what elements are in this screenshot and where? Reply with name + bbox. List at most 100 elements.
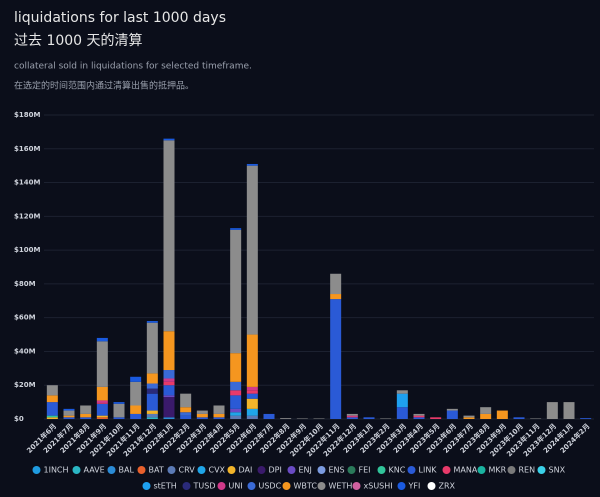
bar-segment bbox=[213, 413, 225, 418]
legend-swatch bbox=[247, 482, 256, 490]
bar-segment bbox=[163, 370, 175, 379]
bar-segment bbox=[46, 385, 58, 396]
legend-swatch bbox=[197, 466, 206, 474]
legend-swatch bbox=[107, 466, 116, 474]
bar-segment bbox=[530, 418, 542, 419]
bar-segment bbox=[563, 402, 575, 419]
legend-swatch bbox=[257, 466, 266, 474]
legend-swatch bbox=[507, 466, 516, 474]
bar-segment bbox=[396, 407, 408, 419]
bar-segment bbox=[396, 393, 408, 408]
bar-segment bbox=[246, 408, 258, 416]
legend-swatch bbox=[377, 466, 386, 474]
bar-segment bbox=[46, 415, 58, 418]
bar-segment bbox=[463, 417, 475, 419]
bar-segment bbox=[246, 334, 258, 387]
legend-swatch bbox=[32, 466, 41, 474]
legend-label: ENS bbox=[329, 466, 345, 475]
y-tick-label: $20M bbox=[14, 381, 36, 389]
bar-segment bbox=[146, 321, 158, 323]
bar-segment bbox=[230, 353, 242, 382]
bar-segment bbox=[180, 415, 192, 419]
bar-segment bbox=[63, 417, 75, 419]
y-tick-label: $40M bbox=[14, 347, 36, 355]
bar-segment bbox=[163, 140, 175, 332]
bar-segment bbox=[113, 402, 125, 404]
bar-segment bbox=[96, 386, 108, 401]
legend-label: DPI bbox=[269, 466, 282, 475]
bar-segment bbox=[230, 381, 242, 391]
legend-label: ENJ bbox=[299, 466, 312, 475]
bar-segment bbox=[446, 410, 458, 419]
bar-segment bbox=[146, 373, 158, 384]
bar-segment bbox=[230, 412, 242, 416]
bar-segment bbox=[313, 418, 325, 419]
bar-segment bbox=[96, 415, 108, 418]
bar-segment bbox=[46, 417, 58, 419]
bar-segment bbox=[163, 381, 175, 386]
legend-label: UNI bbox=[229, 482, 243, 491]
legend-label: KNC bbox=[389, 466, 406, 475]
bar-segment bbox=[96, 341, 108, 387]
legend-label: BAL bbox=[119, 466, 135, 475]
legend-swatch bbox=[142, 482, 151, 490]
legend-swatch bbox=[317, 466, 326, 474]
bar-segment bbox=[263, 413, 275, 419]
legend-swatch bbox=[352, 482, 361, 490]
chart-title: liquidations for last 1000 days bbox=[14, 10, 226, 26]
bar-segment bbox=[396, 390, 408, 394]
bar-segment bbox=[146, 393, 158, 411]
bar-segment bbox=[96, 400, 108, 403]
legend-swatch bbox=[537, 466, 546, 474]
y-tick-label: $180M bbox=[14, 111, 40, 119]
bar-segment bbox=[80, 417, 92, 419]
subtitle-zh: 在选定的时间范围内通过清算出售的抵押品。 bbox=[14, 80, 194, 92]
legend-label: TUSD bbox=[193, 482, 216, 491]
bar-segment bbox=[580, 418, 592, 419]
bar-segment bbox=[180, 407, 192, 413]
bar-segment bbox=[230, 390, 242, 396]
bar-segment bbox=[346, 417, 358, 419]
bar-segment bbox=[430, 417, 442, 419]
bar-segment bbox=[446, 408, 458, 411]
bar-segment bbox=[480, 407, 492, 414]
legend-label: FEI bbox=[359, 466, 371, 475]
bar-segment bbox=[163, 397, 175, 418]
bar-segment bbox=[96, 402, 108, 404]
legend-swatch bbox=[282, 482, 291, 490]
bar-segment bbox=[196, 410, 208, 414]
bar-segment bbox=[163, 395, 175, 398]
bar-segment bbox=[330, 273, 342, 295]
legend-swatch bbox=[317, 482, 326, 490]
bar-segment bbox=[63, 408, 75, 411]
bar-segment bbox=[196, 417, 208, 419]
legend-swatch bbox=[182, 482, 191, 490]
legend-label: WBTC bbox=[294, 482, 318, 491]
bar-segment bbox=[130, 381, 142, 406]
legend-label: 1INCH bbox=[44, 466, 69, 475]
bar-segment bbox=[146, 410, 158, 414]
bar-segment bbox=[180, 412, 192, 416]
legend-label: stETH bbox=[154, 482, 177, 491]
bar-segment bbox=[496, 410, 508, 419]
bar-segment bbox=[246, 165, 258, 335]
bar-segment bbox=[213, 417, 225, 419]
legend-label: YFI bbox=[408, 482, 421, 491]
bar-segment bbox=[213, 405, 225, 414]
bar-segment bbox=[246, 386, 258, 391]
bar-segment bbox=[546, 402, 558, 419]
bar-segment bbox=[346, 413, 358, 416]
bar-segment bbox=[330, 294, 342, 300]
legend-label: REN bbox=[519, 466, 536, 475]
bar-segment bbox=[46, 395, 58, 403]
legend-label: CVX bbox=[209, 466, 226, 475]
bar-segment bbox=[246, 390, 258, 394]
bar-segment bbox=[163, 385, 175, 396]
bar-segment bbox=[130, 405, 142, 414]
bar-segment bbox=[480, 413, 492, 419]
bar-segment bbox=[130, 413, 142, 419]
bar-segment bbox=[413, 413, 425, 416]
bar-segment bbox=[363, 417, 375, 419]
bar-segment bbox=[163, 417, 175, 419]
